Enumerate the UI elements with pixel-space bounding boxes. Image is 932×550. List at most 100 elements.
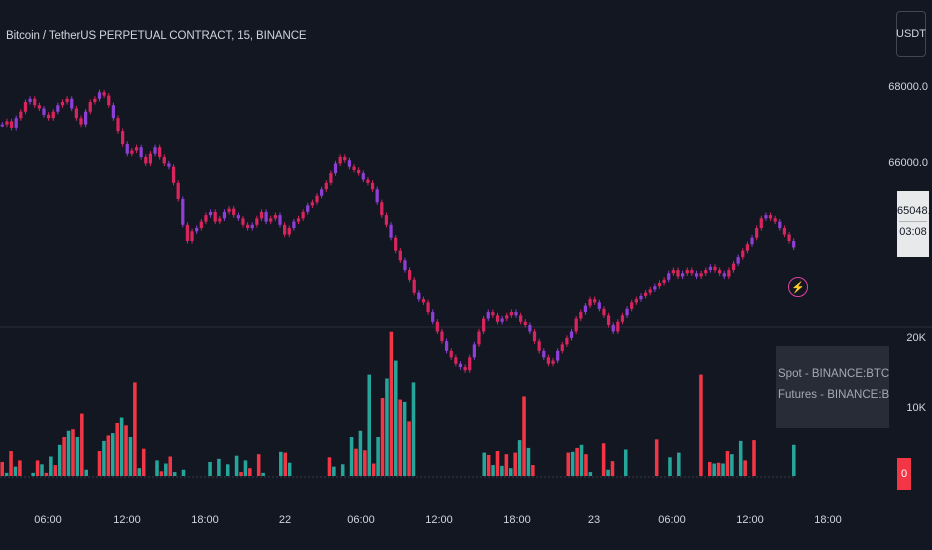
volume-bar (97, 451, 102, 476)
volume-bar (239, 472, 243, 476)
candle-body (685, 270, 689, 274)
candle-body (532, 331, 537, 342)
volume-bar (106, 435, 111, 476)
candle-body (481, 318, 486, 332)
volume-bar (110, 433, 115, 476)
candle-body (597, 302, 601, 309)
volume-bar (508, 468, 513, 476)
volume-bar (677, 452, 681, 476)
candle-body (556, 350, 560, 361)
volume-bar (389, 331, 394, 476)
candle-body (245, 224, 250, 229)
candle-body (171, 166, 176, 183)
candle-body (560, 344, 564, 351)
candle-body (759, 218, 763, 229)
candle-body (574, 318, 578, 332)
volume-bar (208, 461, 212, 476)
volume-bar (13, 466, 18, 476)
candle-body (176, 182, 180, 199)
volume-bar (53, 465, 58, 476)
volume-bar (62, 437, 66, 476)
volume-bar (261, 472, 265, 476)
candle-body (620, 315, 625, 322)
volume-bar (4, 472, 9, 476)
volume-bar (522, 396, 526, 476)
candle-body (97, 92, 102, 99)
candle-body (468, 357, 472, 371)
volume-bar (84, 469, 89, 476)
time-axis-tick: 12:00 (113, 514, 141, 526)
candle-body (727, 270, 731, 277)
volume-bar (531, 465, 535, 476)
time-axis-tick: 18:00 (503, 514, 531, 526)
volume-bar (159, 471, 164, 476)
candle-body (366, 179, 370, 183)
candle-body (9, 121, 14, 128)
candle-body (282, 224, 287, 235)
candle-body (398, 250, 402, 261)
volume-bar (340, 464, 345, 476)
candle-body (671, 270, 675, 274)
time-axis-tick: 18:00 (191, 514, 219, 526)
candle-body (227, 208, 231, 212)
candle-body (699, 273, 703, 277)
currency-button[interactable]: USDT (896, 11, 926, 57)
volume-bar (49, 456, 53, 476)
candle-body (704, 270, 708, 274)
time-axis-tick: 06:00 (347, 514, 375, 526)
volume-bar (407, 421, 411, 476)
time-axis-tick: 06:00 (658, 514, 686, 526)
legend-futures: Futures - BINANCE:BTCUSDT.P (778, 389, 889, 401)
candle-body (269, 218, 273, 222)
candle-body (407, 270, 412, 280)
volume-bar (40, 464, 44, 476)
candle-body (347, 160, 352, 167)
symbol-title[interactable]: Bitcoin / TetherUS PERPETUAL CONTRACT, 1… (6, 30, 307, 42)
candle-body (370, 182, 375, 190)
candle-body (454, 357, 458, 364)
candle-body (755, 228, 759, 238)
volume-bar (172, 472, 177, 476)
candle-body (185, 224, 190, 241)
candle-body (148, 153, 153, 164)
candle-body (60, 102, 65, 106)
candle-body (306, 205, 310, 212)
volume-bar (71, 429, 75, 476)
candle-body (181, 198, 185, 225)
volume-bar (566, 452, 571, 476)
candle-body (190, 231, 194, 241)
candle-body (736, 257, 740, 264)
candle-body (380, 202, 384, 216)
volume-bar (363, 450, 367, 476)
volume-bar (394, 360, 398, 476)
volume-bar (128, 437, 133, 476)
candle-body (208, 211, 213, 216)
candle-body (773, 218, 777, 222)
candle-body (116, 118, 120, 132)
volume-bar (31, 472, 35, 476)
legend: Spot - BINANCE:BTCUSDT Futures - BINANCE… (776, 346, 889, 428)
last-price-divider (899, 221, 927, 222)
candle-body (125, 144, 129, 154)
lightning-icon[interactable]: ⚡ (788, 277, 808, 297)
volume-bar (66, 430, 71, 476)
candle-body (23, 102, 28, 112)
volume-bar (0, 461, 4, 476)
candle-body (394, 237, 398, 251)
volume-bar (137, 468, 142, 476)
candle-body (121, 131, 125, 145)
candle-body (158, 147, 162, 157)
volume-bar (75, 437, 80, 476)
volume-zero-badge: 0 (897, 458, 911, 490)
candle-body (301, 211, 305, 219)
volume-bar (725, 451, 730, 476)
price-axis-tick: 68000.0 (888, 81, 928, 93)
candle-body (667, 273, 671, 280)
candle-body (426, 302, 430, 313)
candle-body (56, 105, 60, 112)
volume-bar (730, 454, 734, 476)
volume-bar (376, 437, 380, 476)
volume-bar (44, 472, 49, 476)
volume-bar (9, 451, 13, 476)
